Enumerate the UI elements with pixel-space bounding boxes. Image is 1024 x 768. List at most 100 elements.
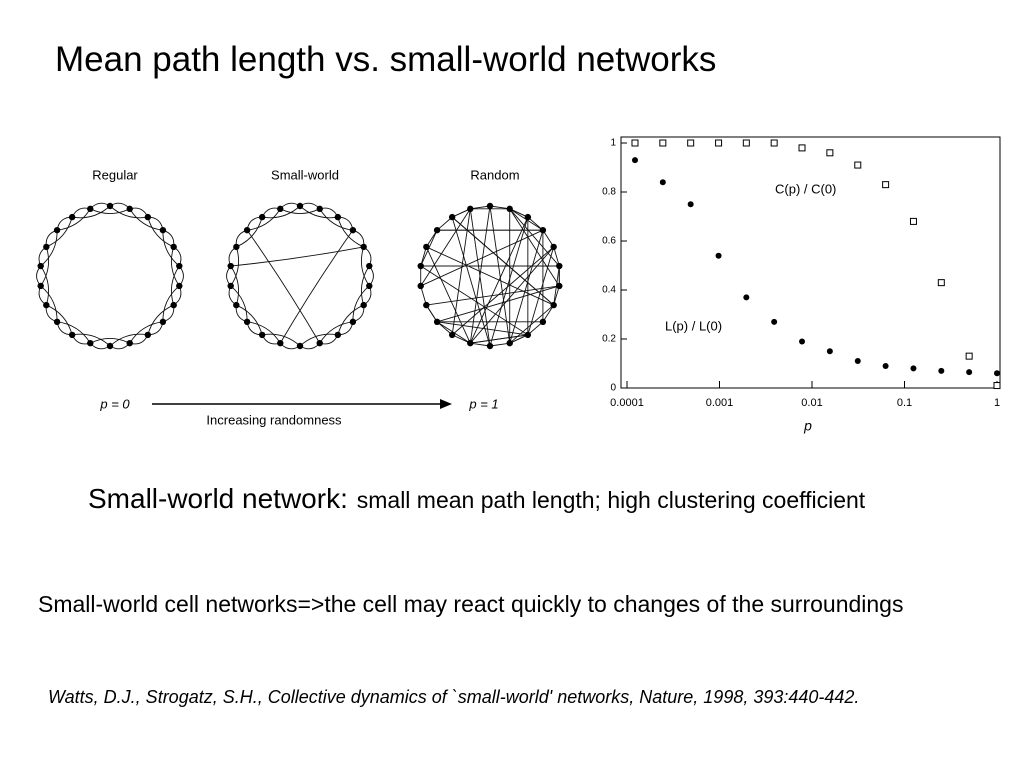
node xyxy=(159,226,167,234)
node xyxy=(366,262,373,270)
node xyxy=(227,262,234,270)
slide-title: Mean path length vs. small-world network… xyxy=(55,40,717,79)
node xyxy=(170,243,177,251)
edge xyxy=(337,304,364,336)
node xyxy=(126,339,133,347)
square-point xyxy=(909,217,917,225)
node xyxy=(467,205,474,213)
edge xyxy=(489,205,511,344)
x-tick-label: 0.0001 xyxy=(610,397,644,409)
edge xyxy=(299,333,338,347)
dot-point xyxy=(631,157,638,164)
edge xyxy=(509,304,554,344)
node xyxy=(524,331,532,339)
edge xyxy=(40,246,50,287)
node xyxy=(144,331,152,339)
x-tick-label: 0.001 xyxy=(706,397,734,409)
node xyxy=(43,301,50,309)
node xyxy=(467,339,474,347)
node xyxy=(506,339,513,347)
edge xyxy=(109,333,148,347)
edge xyxy=(360,265,370,306)
edge xyxy=(426,285,560,306)
arrow-label: Increasing randomness xyxy=(206,412,342,427)
y-tick-label: 0.4 xyxy=(602,285,616,296)
citation: Watts, D.J., Strogatz, S.H., Collective … xyxy=(48,687,860,707)
node xyxy=(433,226,441,234)
edge xyxy=(230,246,240,287)
edge xyxy=(451,216,491,347)
legend-label: L(p) / L(0) xyxy=(665,318,722,333)
node xyxy=(176,262,183,270)
edge xyxy=(489,216,529,347)
edge xyxy=(280,208,320,214)
node xyxy=(53,318,61,326)
edge xyxy=(247,321,281,344)
dot-point xyxy=(854,358,861,365)
edge xyxy=(299,205,338,219)
node xyxy=(277,205,284,213)
node xyxy=(258,213,266,221)
edge xyxy=(236,304,263,336)
node xyxy=(360,301,367,309)
dot-point xyxy=(994,370,1000,377)
edge xyxy=(469,208,491,347)
edge xyxy=(40,265,50,306)
statement: Small-world network: small mean path len… xyxy=(88,482,948,521)
dot-point xyxy=(882,362,889,369)
node xyxy=(539,318,547,326)
edge xyxy=(437,321,528,336)
node xyxy=(233,243,240,251)
y-tick-label: 0 xyxy=(610,383,616,394)
dot-point xyxy=(659,179,666,186)
node xyxy=(87,205,94,213)
node xyxy=(258,331,266,339)
node xyxy=(423,301,430,309)
x-tick-label: 0.1 xyxy=(897,397,912,409)
node xyxy=(233,301,240,309)
square-point xyxy=(826,149,834,157)
edge xyxy=(90,338,130,344)
edge xyxy=(509,230,544,344)
edge xyxy=(469,246,555,344)
edge xyxy=(337,216,364,248)
square-point xyxy=(715,139,723,147)
edge xyxy=(40,230,58,267)
node xyxy=(550,243,557,251)
dot-point xyxy=(826,348,833,355)
edge xyxy=(46,216,73,248)
x-tick-label: 0.01 xyxy=(801,397,822,409)
edge xyxy=(509,208,560,267)
square-point xyxy=(659,139,667,147)
node xyxy=(37,262,44,270)
node xyxy=(486,202,494,210)
node xyxy=(68,331,76,339)
edge xyxy=(40,285,58,322)
node xyxy=(433,318,441,326)
edge xyxy=(425,246,471,344)
body-text: Small-world cell networks=>the cell may … xyxy=(38,591,904,617)
node xyxy=(243,318,251,326)
edge xyxy=(170,265,180,306)
node xyxy=(243,226,251,234)
p1-label: p = 1 xyxy=(468,396,498,411)
edge xyxy=(420,208,471,287)
edge xyxy=(527,246,555,336)
edge xyxy=(230,285,248,322)
panel-label: Small-world xyxy=(271,167,339,182)
node xyxy=(43,243,50,251)
node xyxy=(417,262,424,270)
node xyxy=(366,282,373,290)
square-point xyxy=(742,139,750,147)
edge xyxy=(420,229,544,287)
node xyxy=(296,342,304,350)
node xyxy=(506,205,513,213)
edge xyxy=(319,321,353,344)
edge xyxy=(360,246,370,287)
dot-point xyxy=(910,365,917,372)
square-point xyxy=(937,279,945,287)
edge xyxy=(246,229,321,344)
edge xyxy=(436,285,560,323)
legend-label: C(p) / C(0) xyxy=(775,181,836,196)
